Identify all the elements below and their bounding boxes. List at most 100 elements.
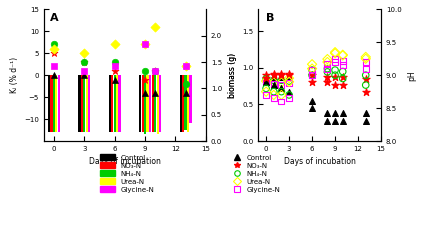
- Point: [332, 57, 339, 61]
- Bar: [81, 75, 83, 132]
- Point: [270, 96, 277, 100]
- Point: [278, 78, 285, 82]
- Point: [324, 57, 331, 61]
- Bar: [116, 75, 118, 132]
- Point: [324, 119, 331, 123]
- Point: [278, 73, 285, 77]
- Text: A: A: [50, 13, 59, 23]
- Point: [308, 73, 315, 77]
- Point: [141, 78, 148, 82]
- Point: [50, 47, 57, 51]
- Point: [286, 75, 293, 78]
- Bar: [48, 75, 50, 132]
- Bar: [109, 75, 111, 132]
- Point: [262, 81, 269, 84]
- Point: [324, 67, 331, 70]
- Point: [332, 68, 339, 72]
- Point: [324, 70, 331, 74]
- Point: [362, 60, 369, 64]
- Point: [262, 90, 269, 94]
- Bar: [85, 75, 88, 132]
- Y-axis label: Kᵢ (% d⁻¹): Kᵢ (% d⁻¹): [10, 57, 18, 93]
- Point: [286, 80, 293, 84]
- Point: [111, 78, 118, 82]
- Point: [324, 67, 331, 70]
- Bar: [139, 75, 141, 132]
- Point: [278, 100, 285, 103]
- Bar: [187, 75, 189, 132]
- Point: [81, 51, 88, 55]
- Point: [362, 83, 369, 87]
- Point: [152, 69, 159, 73]
- Point: [270, 72, 277, 76]
- Point: [362, 119, 369, 123]
- Point: [362, 111, 369, 115]
- Bar: [180, 75, 182, 132]
- Bar: [83, 75, 85, 132]
- Point: [286, 79, 293, 83]
- Y-axis label: biomass (g): biomass (g): [227, 53, 237, 98]
- Bar: [146, 75, 148, 132]
- Point: [111, 65, 118, 68]
- Point: [308, 106, 315, 110]
- Point: [308, 99, 315, 103]
- Point: [50, 43, 57, 46]
- Point: [286, 72, 293, 76]
- Bar: [50, 75, 53, 132]
- X-axis label: Days of incubation: Days of incubation: [89, 157, 161, 166]
- Point: [262, 86, 269, 90]
- Bar: [182, 75, 184, 132]
- Point: [362, 55, 369, 59]
- Point: [324, 75, 331, 78]
- Point: [262, 93, 269, 97]
- Point: [278, 81, 285, 84]
- Point: [262, 77, 269, 81]
- Point: [81, 60, 88, 64]
- Point: [332, 111, 339, 115]
- Point: [324, 60, 331, 64]
- Point: [278, 90, 285, 94]
- Point: [332, 73, 339, 77]
- Bar: [184, 75, 187, 130]
- Point: [339, 54, 346, 57]
- Point: [308, 68, 315, 72]
- Point: [182, 82, 189, 86]
- Point: [339, 70, 346, 73]
- Point: [339, 119, 346, 123]
- Point: [286, 73, 293, 77]
- Point: [152, 91, 159, 95]
- Bar: [144, 75, 146, 134]
- Y-axis label: biomass (g): biomass (g): [228, 53, 237, 98]
- Point: [362, 77, 369, 81]
- Point: [262, 73, 269, 77]
- Point: [339, 111, 346, 115]
- Point: [278, 86, 285, 90]
- Point: [182, 91, 189, 95]
- Point: [362, 57, 369, 61]
- Point: [286, 90, 293, 94]
- Point: [111, 60, 118, 64]
- Point: [339, 83, 346, 87]
- Point: [270, 83, 277, 87]
- Point: [111, 69, 118, 73]
- Legend: Control, NO₃-N, NH₄-N, Urea-N, Glycine-N: Control, NO₃-N, NH₄-N, Urea-N, Glycine-N: [97, 152, 157, 196]
- Point: [362, 67, 369, 70]
- Point: [152, 25, 159, 29]
- Point: [324, 62, 331, 66]
- Bar: [156, 75, 159, 134]
- Point: [270, 73, 277, 77]
- Bar: [88, 75, 90, 132]
- Point: [270, 93, 277, 97]
- Point: [262, 80, 269, 84]
- Point: [141, 43, 148, 46]
- Bar: [78, 75, 81, 132]
- Point: [111, 43, 118, 46]
- Point: [324, 111, 331, 115]
- Point: [339, 77, 346, 80]
- Point: [332, 83, 339, 87]
- Bar: [149, 75, 151, 132]
- X-axis label: Days of incubation: Days of incubation: [284, 157, 356, 166]
- Point: [50, 65, 57, 68]
- Point: [141, 69, 148, 73]
- Point: [262, 79, 269, 83]
